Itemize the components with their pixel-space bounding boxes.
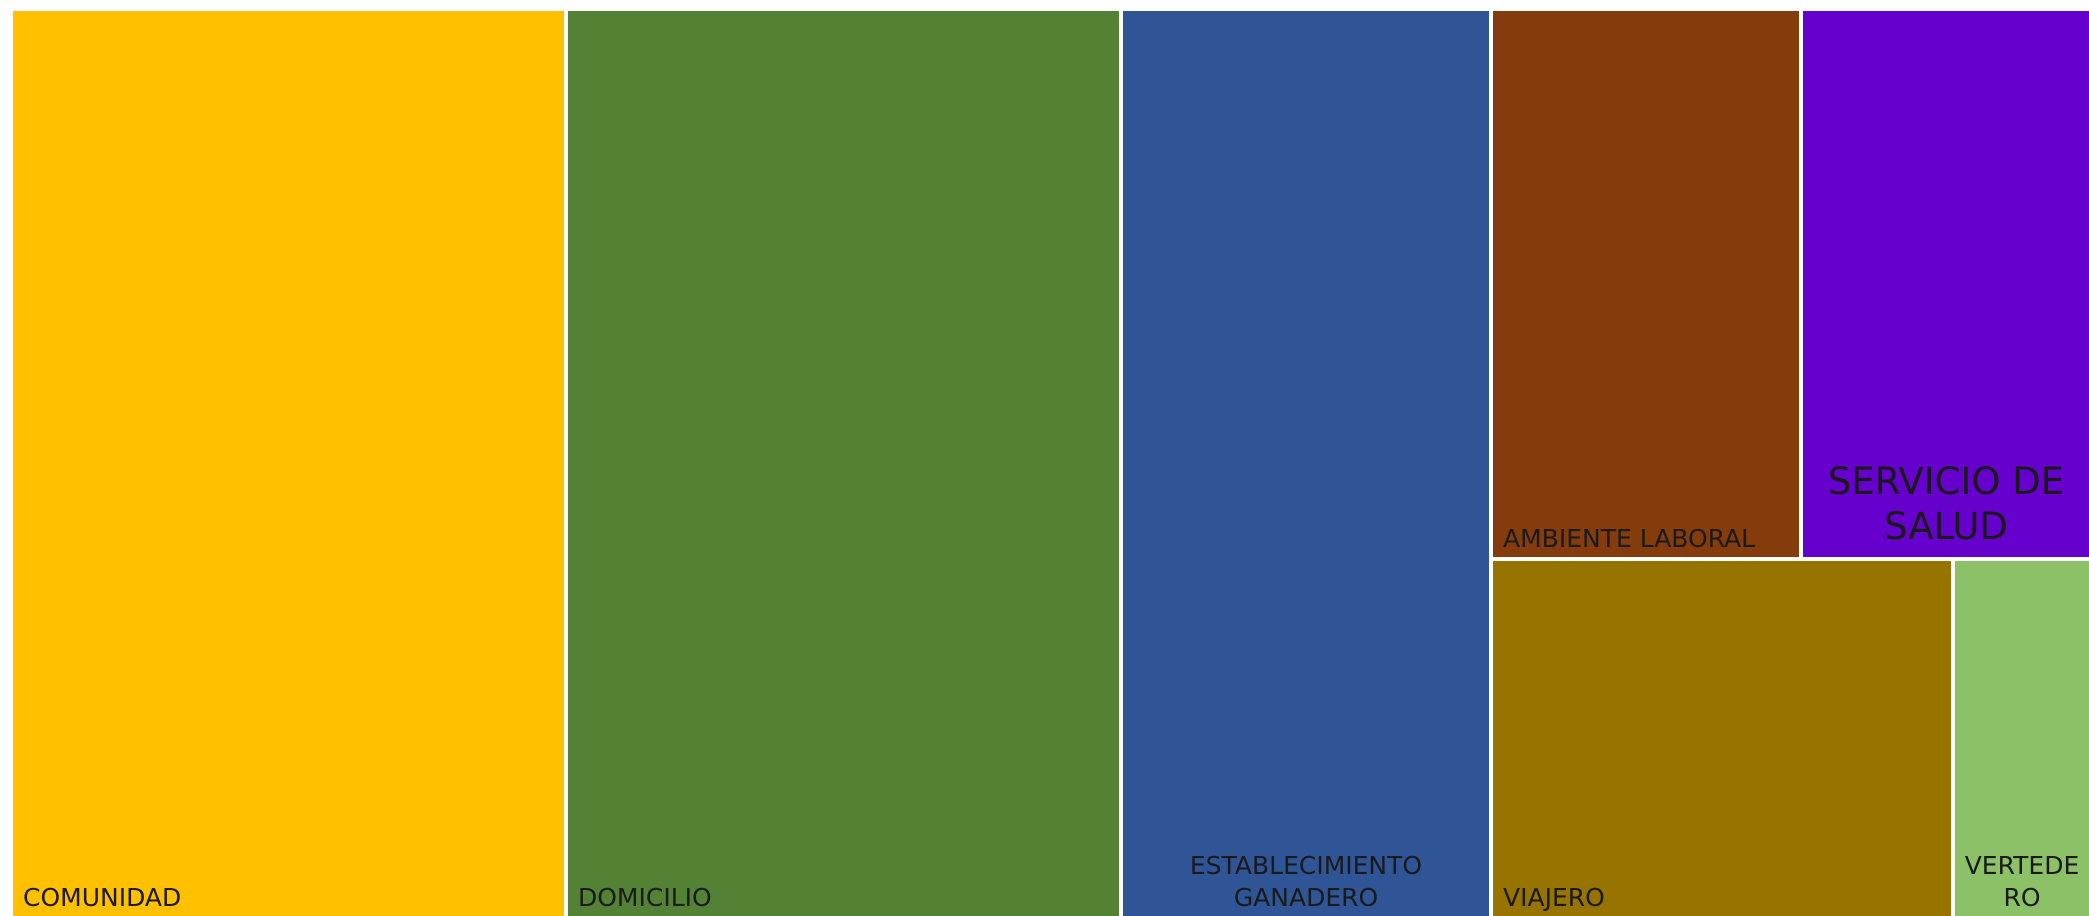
treemap-cell-vertede-ro: VERTEDE RO: [1955, 561, 2089, 916]
treemap-label: DOMICILIO: [578, 883, 712, 912]
treemap-label: VERTEDE RO: [1964, 851, 2080, 912]
treemap-label: SERVICIO DE SALUD: [1827, 460, 2065, 548]
treemap-cell-servicio-de-salud: SERVICIO DE SALUD: [1803, 11, 2089, 557]
treemap-label: AMBIENTE LABORAL: [1503, 524, 1756, 553]
treemap-label: COMUNIDAD: [23, 883, 182, 912]
treemap-label: ESTABLECIMIENTO GANADERO: [1189, 851, 1423, 912]
treemap-label: VIAJERO: [1503, 883, 1605, 912]
treemap-cell-establecimiento-ganadero: ESTABLECIMIENTO GANADERO: [1123, 11, 1489, 916]
treemap-cell-viajero: VIAJERO: [1493, 561, 1951, 916]
treemap-cell-ambiente-laboral: AMBIENTE LABORAL: [1493, 11, 1799, 557]
treemap-cell-comunidad: COMUNIDAD: [13, 11, 564, 916]
treemap-cell-domicilio: DOMICILIO: [568, 11, 1119, 916]
